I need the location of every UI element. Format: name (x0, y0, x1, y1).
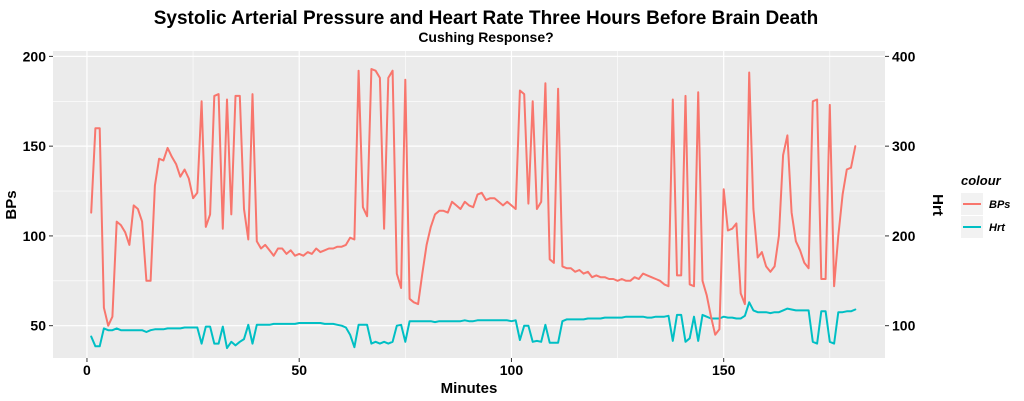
y-axis-left-title: BPs (3, 190, 20, 219)
y-left-tick-label: 100 (23, 228, 47, 244)
y-right-tick-label: 100 (892, 318, 916, 334)
series-line-bps (90, 68, 857, 336)
legend-label-hrt: Hrt (989, 222, 1006, 234)
legend-title: colour (961, 173, 1002, 188)
chart-title: Systolic Arterial Pressure and Heart Rat… (154, 8, 819, 29)
series-line-hrt (90, 301, 857, 350)
y-axis-right-title: Hrt (929, 194, 946, 216)
legend-label-bps: BPs (989, 199, 1010, 211)
series-layer (90, 68, 857, 350)
y-left-tick-label: 200 (23, 48, 47, 64)
x-axis-title: Minutes (441, 380, 498, 397)
x-tick-label: 150 (712, 362, 736, 378)
x-tick-label: 100 (500, 362, 524, 378)
y-left-tick-label: 150 (23, 138, 47, 154)
y-right-tick-label: 200 (892, 228, 916, 244)
y-right-tick-label: 300 (892, 138, 916, 154)
x-tick-label: 0 (83, 362, 91, 378)
left-axis: 50 100 150 200 (23, 48, 53, 334)
legend: colour BPs Hrt (961, 173, 1010, 238)
right-axis: 100 200 300 400 (885, 48, 916, 334)
x-axis: 0 50 100 150 (83, 358, 736, 378)
y-right-tick-label: 400 (892, 48, 916, 64)
x-tick-label: 50 (291, 362, 307, 378)
chart-subtitle: Cushing Response? (418, 29, 553, 45)
y-left-tick-label: 50 (30, 318, 46, 334)
